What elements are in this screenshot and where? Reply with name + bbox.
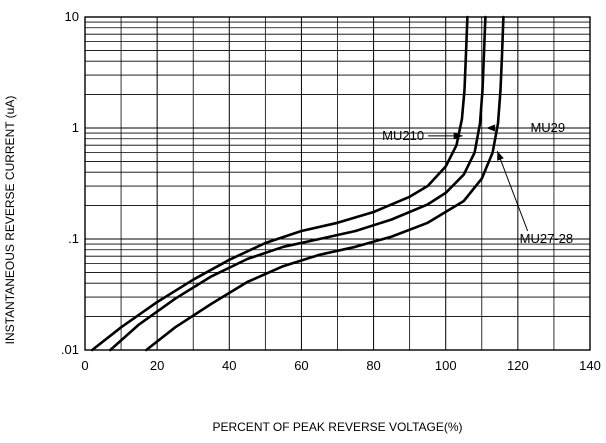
- tick-labels: 0 20 40 60 80 100 120 140 .01 .1 1 10: [61, 9, 601, 373]
- y-axis-title: INSTANTANEOUS REVERSE CURRENT (uA): [3, 95, 17, 345]
- x-tick-label: 100: [435, 358, 457, 373]
- annotation-mu210-label: MU210: [382, 128, 424, 143]
- annotation-mu29-label: MU29: [530, 120, 565, 135]
- x-tick-label: 140: [579, 358, 601, 373]
- series-line-mu29: [109, 15, 487, 352]
- annotation-mu27-28-arrowhead: [497, 151, 504, 161]
- annotations: MU210 MU29 MU27-28: [382, 120, 573, 246]
- grid: [85, 17, 590, 350]
- annotation-mu27-28-label: MU27-28: [520, 231, 573, 246]
- x-axis-title: PERCENT OF PEAK REVERSE VOLTAGE(%): [212, 420, 463, 434]
- y-tick-label: 1: [72, 120, 79, 135]
- annotation-mu27-28-leader: [496, 150, 529, 232]
- x-tick-label: 0: [81, 358, 88, 373]
- x-tick-label: 40: [222, 358, 236, 373]
- annotation-mu210-arrowhead: [453, 132, 463, 140]
- series-layer: [90, 15, 505, 352]
- y-tick-label: .01: [61, 342, 79, 357]
- y-tick-label: .1: [68, 231, 79, 246]
- y-tick-label: 10: [65, 9, 79, 24]
- x-tick-label: 80: [366, 358, 380, 373]
- annotation-mu29-arrowhead: [486, 124, 496, 132]
- x-tick-label: 20: [150, 358, 164, 373]
- x-tick-label: 120: [507, 358, 529, 373]
- series-line-mu27-28: [145, 15, 505, 352]
- x-tick-label: 60: [294, 358, 308, 373]
- plot-frame: [84, 16, 591, 351]
- series-line-mu210: [90, 15, 469, 352]
